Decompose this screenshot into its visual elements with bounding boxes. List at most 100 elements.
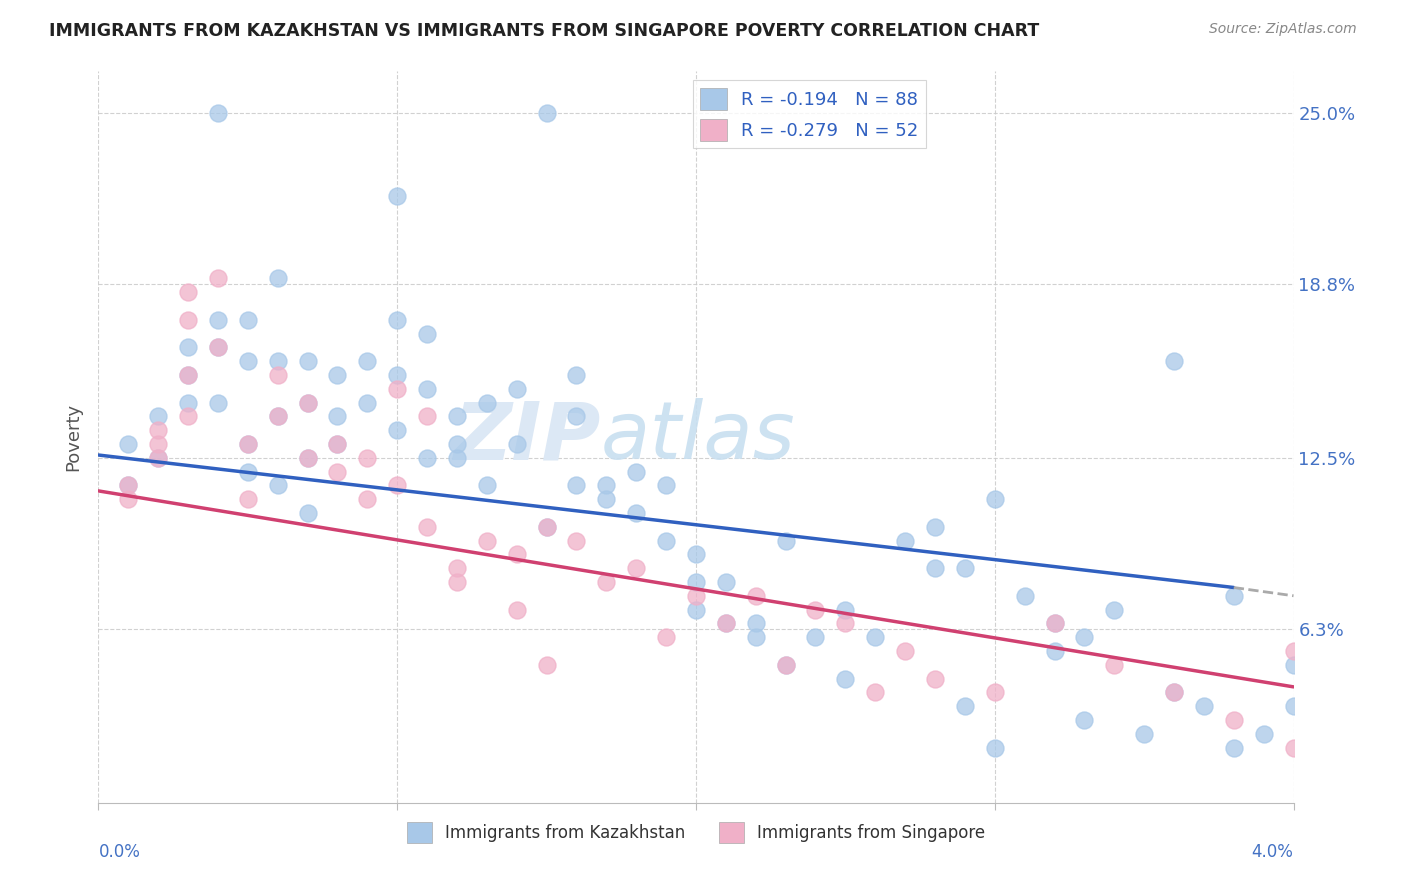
Point xyxy=(714,616,737,631)
Point xyxy=(536,520,558,534)
Point xyxy=(177,285,200,300)
Point xyxy=(865,685,887,699)
Point xyxy=(984,492,1007,507)
Point xyxy=(1104,602,1126,616)
Point xyxy=(565,478,588,492)
Point xyxy=(267,409,290,424)
Point xyxy=(953,699,976,714)
Point xyxy=(565,409,588,424)
Point xyxy=(177,368,200,382)
Point xyxy=(894,533,917,548)
Point xyxy=(834,602,856,616)
Point xyxy=(924,672,946,686)
Point xyxy=(1223,589,1246,603)
Point xyxy=(1282,740,1305,755)
Point xyxy=(595,492,617,507)
Point xyxy=(117,478,139,492)
Point xyxy=(177,395,200,409)
Point xyxy=(236,492,259,507)
Point xyxy=(117,437,139,451)
Point xyxy=(385,368,409,382)
Point xyxy=(714,616,737,631)
Point xyxy=(1133,727,1156,741)
Point xyxy=(297,506,319,520)
Point xyxy=(416,409,439,424)
Point xyxy=(685,574,707,589)
Point xyxy=(148,423,170,437)
Point xyxy=(148,450,170,465)
Point xyxy=(924,520,946,534)
Point xyxy=(1282,657,1305,672)
Point xyxy=(1073,630,1095,644)
Point xyxy=(297,354,319,368)
Text: 4.0%: 4.0% xyxy=(1251,843,1294,861)
Y-axis label: Poverty: Poverty xyxy=(65,403,83,471)
Point xyxy=(506,382,529,396)
Point xyxy=(536,105,558,120)
Point xyxy=(446,561,468,575)
Point xyxy=(595,478,617,492)
Point xyxy=(1253,727,1275,741)
Point xyxy=(506,602,529,616)
Point xyxy=(326,409,349,424)
Point xyxy=(894,644,917,658)
Point xyxy=(356,395,378,409)
Point xyxy=(1104,657,1126,672)
Point xyxy=(416,326,439,341)
Point xyxy=(685,602,707,616)
Point xyxy=(745,616,768,631)
Point xyxy=(267,368,290,382)
Point xyxy=(1014,589,1036,603)
Text: IMMIGRANTS FROM KAZAKHSTAN VS IMMIGRANTS FROM SINGAPORE POVERTY CORRELATION CHAR: IMMIGRANTS FROM KAZAKHSTAN VS IMMIGRANTS… xyxy=(49,22,1039,40)
Point xyxy=(626,465,648,479)
Point xyxy=(834,672,856,686)
Point xyxy=(714,574,737,589)
Point xyxy=(326,437,349,451)
Point xyxy=(865,630,887,644)
Point xyxy=(1043,616,1066,631)
Point xyxy=(775,533,797,548)
Point xyxy=(1192,699,1215,714)
Point xyxy=(804,602,827,616)
Point xyxy=(565,533,588,548)
Point xyxy=(655,630,678,644)
Point xyxy=(385,423,409,437)
Point xyxy=(1043,644,1066,658)
Point xyxy=(117,492,139,507)
Point xyxy=(267,478,290,492)
Point xyxy=(148,409,170,424)
Point xyxy=(1163,685,1185,699)
Point xyxy=(1043,616,1066,631)
Point xyxy=(416,450,439,465)
Point xyxy=(1163,685,1185,699)
Text: ZIP: ZIP xyxy=(453,398,600,476)
Point xyxy=(326,437,349,451)
Point xyxy=(207,312,229,326)
Point xyxy=(326,368,349,382)
Point xyxy=(177,368,200,382)
Point xyxy=(1282,699,1305,714)
Point xyxy=(207,271,229,285)
Point xyxy=(416,520,439,534)
Point xyxy=(267,271,290,285)
Point xyxy=(177,340,200,354)
Point xyxy=(475,533,498,548)
Point xyxy=(804,630,827,644)
Point xyxy=(207,105,229,120)
Point xyxy=(565,368,588,382)
Point xyxy=(177,409,200,424)
Point xyxy=(267,409,290,424)
Point xyxy=(1223,713,1246,727)
Point xyxy=(207,340,229,354)
Point xyxy=(595,574,617,589)
Point xyxy=(207,340,229,354)
Point xyxy=(236,465,259,479)
Text: atlas: atlas xyxy=(600,398,796,476)
Point xyxy=(655,533,678,548)
Point xyxy=(506,548,529,562)
Point xyxy=(385,382,409,396)
Point xyxy=(297,395,319,409)
Point xyxy=(745,589,768,603)
Point xyxy=(267,354,290,368)
Point xyxy=(775,657,797,672)
